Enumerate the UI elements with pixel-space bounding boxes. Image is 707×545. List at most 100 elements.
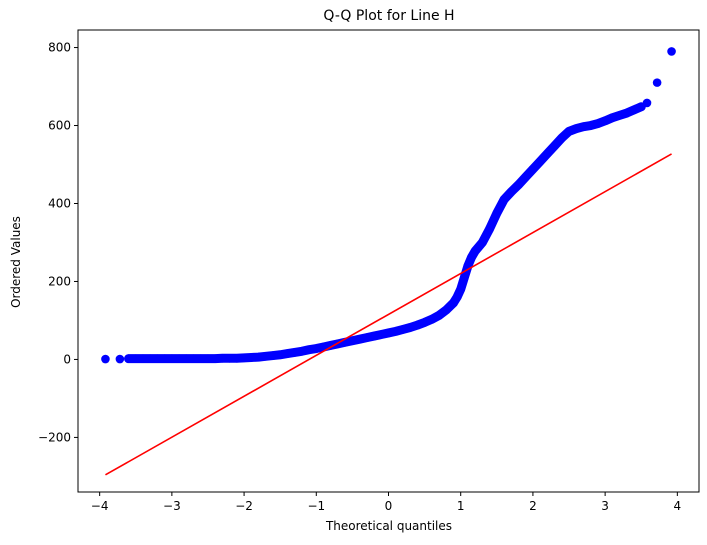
data-point [304, 345, 314, 354]
data-point [138, 354, 148, 363]
points-cluster [124, 102, 646, 364]
data-point [101, 354, 110, 364]
data-point [405, 323, 415, 332]
data-point [131, 354, 141, 363]
data-point [254, 352, 263, 362]
data-point [456, 284, 466, 294]
data-point [391, 327, 401, 336]
data-point [571, 124, 581, 133]
x-tick-label: −3 [163, 499, 181, 513]
x-tick-label: −2 [235, 499, 253, 513]
data-point [514, 180, 523, 190]
data-point [499, 195, 509, 204]
chart-title: Q-Q Plot for Line H [323, 8, 454, 24]
data-point [153, 354, 162, 363]
data-point [452, 292, 462, 302]
x-tick-label: 4 [674, 499, 682, 513]
x-tick-label: 3 [601, 499, 609, 513]
fit-line [105, 153, 672, 476]
data-point [145, 354, 155, 363]
data-point [362, 333, 372, 342]
data-point [441, 305, 451, 315]
data-point [355, 334, 364, 344]
data-point [608, 113, 617, 123]
data-point [225, 353, 234, 363]
data-point [535, 157, 545, 166]
data-point [261, 352, 271, 361]
data-point [460, 273, 469, 282]
y-tick-label: 200 [48, 274, 71, 288]
data-point [642, 98, 652, 108]
y-tick-label: 0 [63, 352, 71, 366]
data-point [268, 351, 278, 360]
x-tick-label: 2 [529, 499, 537, 513]
data-point [622, 108, 632, 118]
x-tick-label: 1 [457, 499, 465, 513]
data-point [115, 354, 125, 364]
data-point [174, 354, 184, 363]
data-point [528, 164, 538, 174]
data-point [492, 208, 502, 218]
data-point [615, 111, 624, 120]
data-point [297, 346, 307, 356]
data-point [420, 318, 429, 327]
data-point [521, 172, 530, 182]
x-axis: −4 −3 −2 −1 0 1 2 3 4 [91, 492, 681, 513]
data-point [232, 353, 242, 363]
data-point [579, 122, 588, 131]
data-point [218, 353, 227, 363]
data-point [167, 354, 177, 363]
data-point [470, 246, 480, 256]
data-point [384, 328, 393, 338]
data-point [478, 238, 487, 247]
fit-line-series [105, 153, 672, 476]
y-tick-label: 600 [48, 119, 71, 133]
y-tick-label: 400 [48, 196, 71, 210]
plot-area [101, 47, 676, 476]
scatter-series [101, 47, 676, 364]
data-point [283, 349, 292, 358]
data-point [550, 141, 559, 151]
data-point [652, 78, 662, 87]
y-axis-label: Ordered Values [9, 216, 23, 308]
data-point [160, 354, 169, 363]
data-point [467, 252, 476, 262]
data-point [369, 331, 379, 341]
data-point [189, 354, 198, 363]
x-tick-label: 0 [385, 499, 393, 513]
data-point [275, 350, 285, 360]
x-tick-label: −4 [91, 499, 109, 513]
data-point [600, 116, 610, 126]
data-point [196, 354, 206, 363]
plot-frame [77, 29, 700, 493]
data-point [311, 344, 321, 353]
data-point [413, 320, 422, 330]
data-point [290, 348, 299, 357]
x-axis-label: Theoretical quantiles [325, 519, 452, 533]
data-point [348, 336, 357, 346]
data-point [203, 354, 213, 363]
data-point [593, 119, 603, 128]
data-point [247, 353, 256, 362]
y-tick-label: −200 [38, 430, 71, 444]
data-point [586, 121, 595, 130]
data-point [398, 325, 408, 334]
x-tick-label: −1 [307, 499, 325, 513]
data-point [667, 47, 676, 56]
data-point [564, 127, 574, 136]
data-point [124, 354, 133, 363]
data-point [427, 314, 437, 324]
y-tick-label: 800 [48, 41, 71, 55]
data-point [376, 330, 386, 339]
data-point [629, 105, 639, 115]
data-point [485, 224, 494, 234]
data-point [434, 311, 444, 320]
data-point [543, 149, 552, 158]
y-axis: −200 0 200 400 600 800 [38, 41, 78, 444]
data-point [239, 353, 249, 363]
data-point [506, 187, 516, 197]
data-point [557, 133, 567, 143]
data-point [210, 354, 220, 363]
data-point [182, 354, 191, 363]
